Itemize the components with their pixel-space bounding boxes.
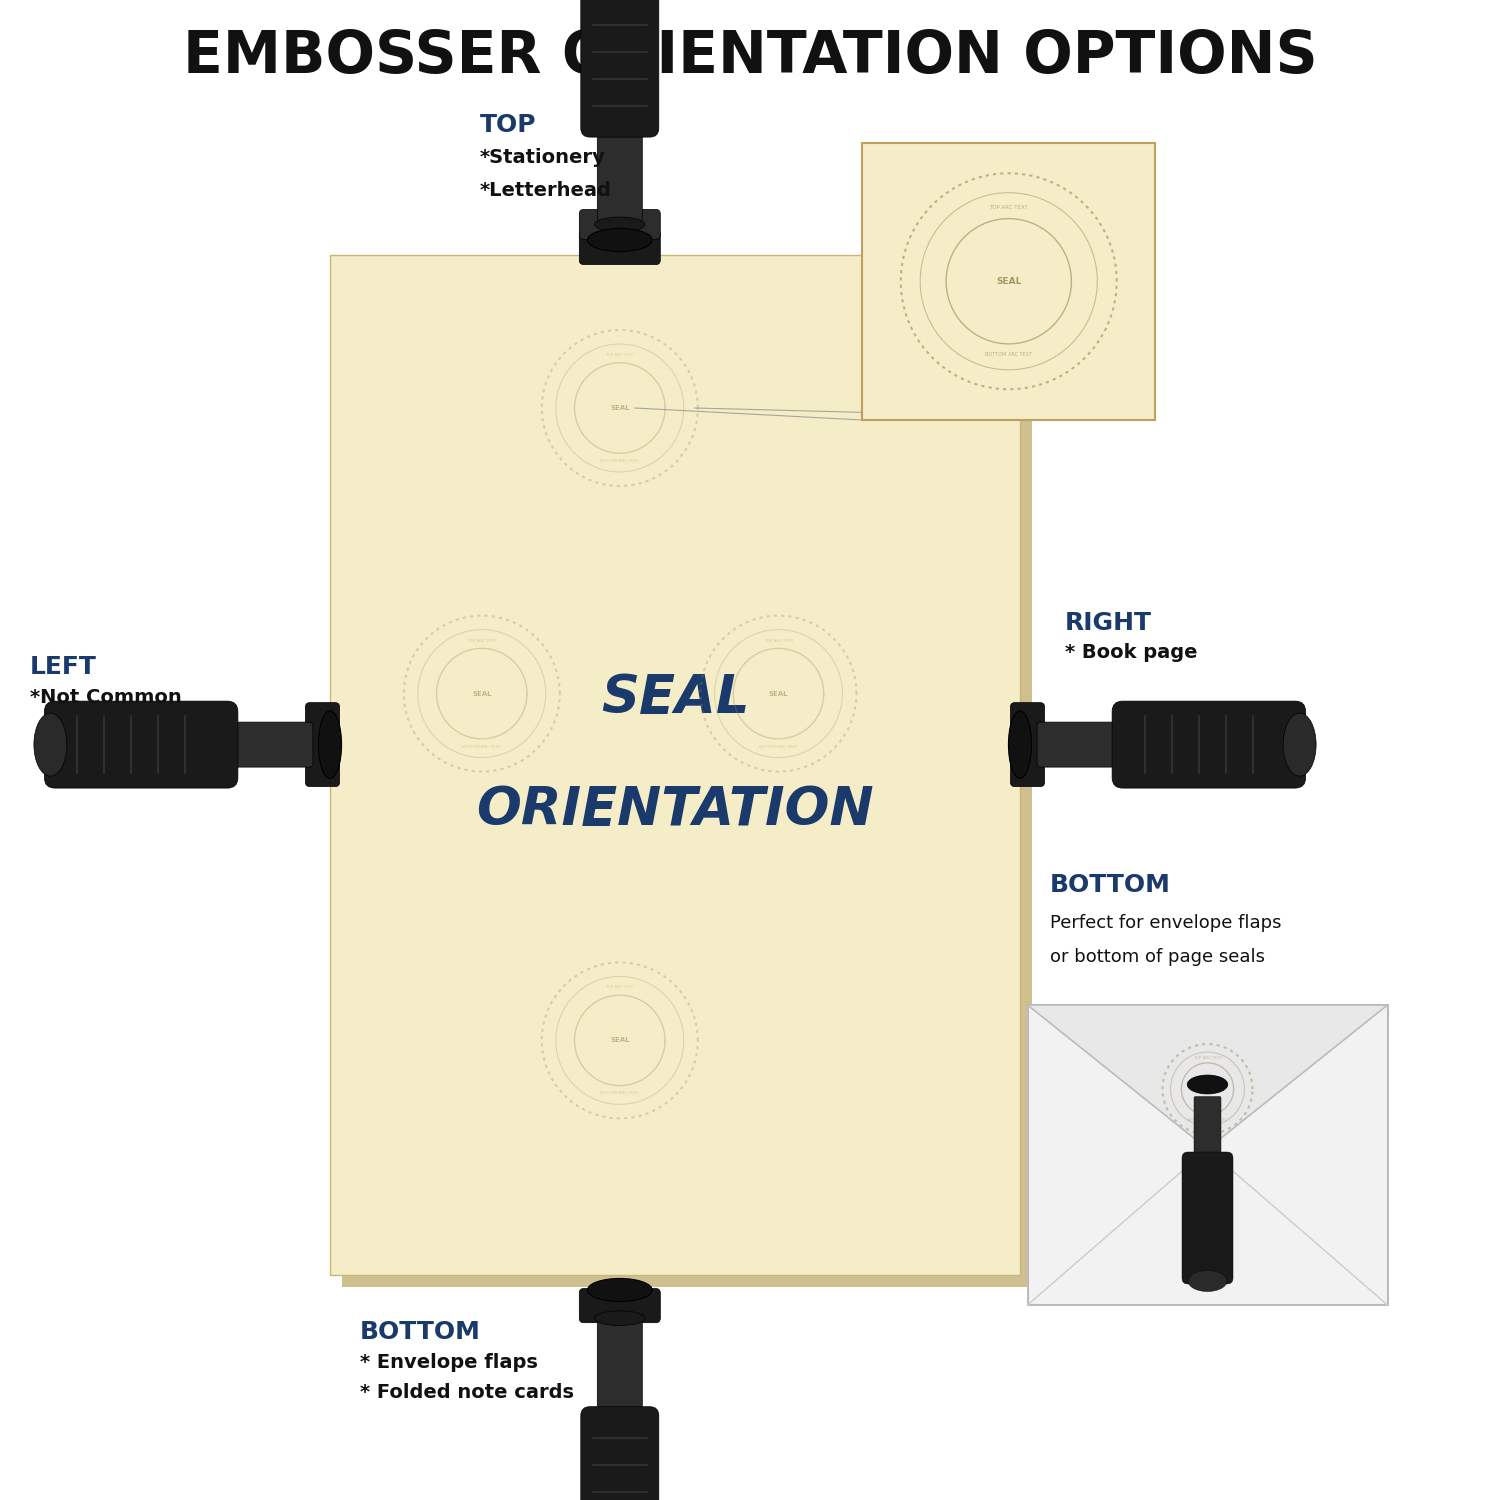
Text: *Stationery: *Stationery: [480, 148, 606, 166]
Text: or bottom of page seals: or bottom of page seals: [1050, 948, 1264, 966]
FancyBboxPatch shape: [1011, 702, 1044, 786]
Polygon shape: [1028, 1005, 1388, 1149]
Text: Perfect for envelope flaps: Perfect for envelope flaps: [1050, 914, 1281, 932]
Ellipse shape: [1008, 711, 1032, 778]
Ellipse shape: [594, 217, 645, 231]
Ellipse shape: [1188, 1270, 1227, 1292]
Ellipse shape: [318, 711, 342, 778]
Text: SEAL: SEAL: [996, 276, 1022, 285]
Text: * Envelope flaps: * Envelope flaps: [360, 1353, 538, 1371]
FancyBboxPatch shape: [579, 1288, 660, 1323]
Ellipse shape: [34, 712, 68, 776]
FancyBboxPatch shape: [306, 702, 339, 786]
Text: SEAL: SEAL: [472, 690, 492, 696]
Text: BOTTOM ARC TEXT: BOTTOM ARC TEXT: [759, 744, 798, 748]
FancyBboxPatch shape: [225, 722, 314, 766]
FancyBboxPatch shape: [1112, 700, 1305, 788]
Ellipse shape: [1282, 712, 1316, 776]
Ellipse shape: [588, 1278, 652, 1302]
FancyBboxPatch shape: [342, 267, 1032, 1287]
FancyBboxPatch shape: [597, 1316, 642, 1419]
Text: TOP ARC TEXT: TOP ARC TEXT: [604, 352, 634, 357]
Text: *Letterhead: *Letterhead: [480, 182, 612, 200]
Ellipse shape: [588, 228, 652, 252]
FancyBboxPatch shape: [862, 142, 1155, 420]
Text: TOP: TOP: [480, 112, 537, 136]
Ellipse shape: [594, 1311, 645, 1326]
FancyBboxPatch shape: [1194, 1096, 1221, 1160]
Text: SEAL: SEAL: [610, 1038, 630, 1044]
Text: * Folded note cards: * Folded note cards: [360, 1383, 574, 1401]
Text: SEAL: SEAL: [600, 672, 750, 723]
Text: SEAL: SEAL: [768, 690, 789, 696]
Text: TOP ARC TEXT: TOP ARC TEXT: [764, 639, 794, 642]
Text: BOTTOM: BOTTOM: [360, 1320, 482, 1344]
FancyBboxPatch shape: [45, 700, 238, 788]
Text: BOTTOM ARC TEXT: BOTTOM ARC TEXT: [462, 744, 501, 748]
Text: TOP ARC TEXT: TOP ARC TEXT: [1192, 1056, 1222, 1060]
Text: RIGHT: RIGHT: [1065, 610, 1152, 634]
Text: * Book page: * Book page: [1065, 644, 1197, 662]
FancyBboxPatch shape: [579, 231, 660, 264]
Text: EMBOSSER ORIENTATION OPTIONS: EMBOSSER ORIENTATION OPTIONS: [183, 28, 1317, 86]
FancyBboxPatch shape: [1036, 722, 1125, 766]
Text: TOP ARC TEXT: TOP ARC TEXT: [466, 639, 496, 642]
Text: BOTTOM ARC TEXT: BOTTOM ARC TEXT: [600, 1092, 639, 1095]
FancyBboxPatch shape: [579, 210, 660, 240]
Text: SEAL: SEAL: [1197, 1086, 1218, 1092]
FancyBboxPatch shape: [597, 124, 642, 220]
Text: ORIENTATION: ORIENTATION: [476, 784, 874, 836]
FancyBboxPatch shape: [580, 0, 658, 136]
Ellipse shape: [1188, 1076, 1227, 1094]
Text: SEAL: SEAL: [610, 405, 630, 411]
FancyBboxPatch shape: [330, 255, 1020, 1275]
FancyBboxPatch shape: [1028, 1005, 1388, 1305]
Text: BOTTOM: BOTTOM: [1050, 873, 1172, 897]
Text: LEFT: LEFT: [30, 656, 98, 680]
Text: BOTTOM ARC TEXT: BOTTOM ARC TEXT: [986, 352, 1032, 357]
Text: TOP ARC TEXT: TOP ARC TEXT: [604, 986, 634, 990]
Text: BOTTOM ARC TEXT: BOTTOM ARC TEXT: [600, 459, 639, 464]
FancyBboxPatch shape: [1182, 1152, 1233, 1284]
Text: TOP ARC TEXT: TOP ARC TEXT: [990, 206, 1028, 210]
FancyBboxPatch shape: [580, 1407, 658, 1500]
Text: *Not Common: *Not Common: [30, 688, 182, 706]
Text: BOTTOM ARC TEXT: BOTTOM ARC TEXT: [1188, 1118, 1227, 1122]
